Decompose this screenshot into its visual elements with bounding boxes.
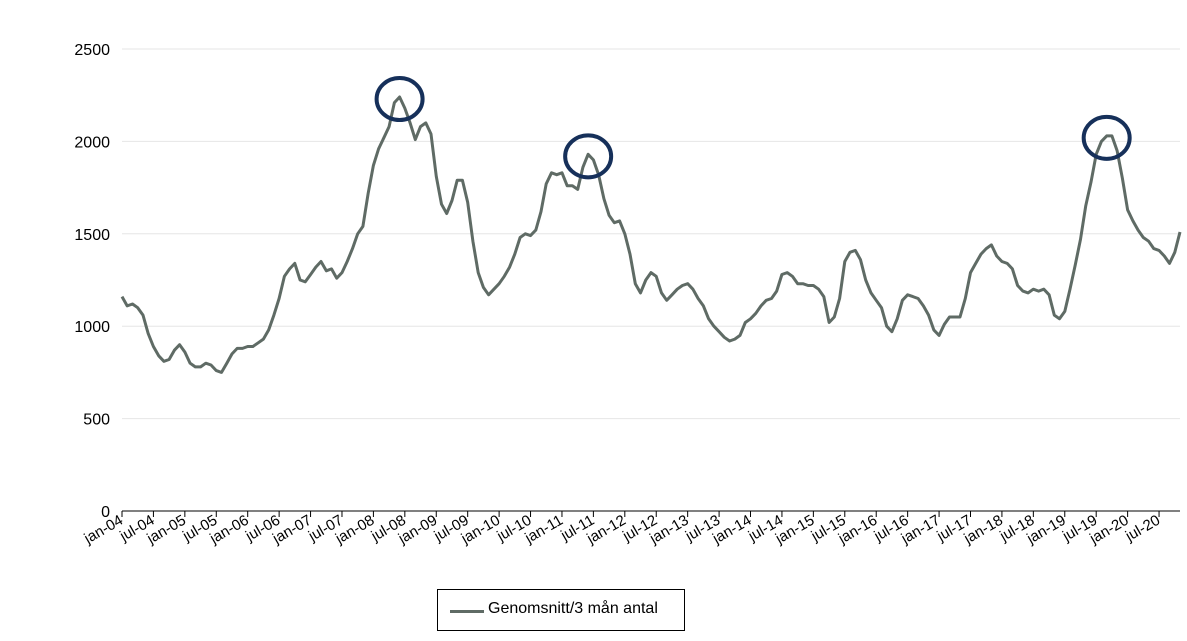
- y-tick-label: 2000: [74, 134, 110, 151]
- series-line-genomsnitt: [120, 95, 1182, 374]
- peak-highlight-circle: [563, 133, 614, 180]
- peak-highlight-circle: [374, 76, 425, 123]
- legend-label: Genomsnitt/3 mån antal: [488, 600, 658, 617]
- y-tick-label: 0: [101, 504, 110, 521]
- y-axis-tick-labels: 0 500 1000 1500 2000 2500: [74, 42, 110, 521]
- legend: Genomsnitt/3 mån antal: [437, 589, 685, 631]
- x-axis-tick-labels: jan-04jul-04jan-05jul-05jan-06jul-06jan-…: [81, 512, 1164, 548]
- legend-line-swatch: [450, 610, 484, 613]
- y-tick-label: 1500: [74, 227, 110, 244]
- y-tick-label: 500: [83, 412, 110, 429]
- gridlines: [122, 48, 1180, 420]
- peak-highlight-circle: [1081, 114, 1132, 161]
- y-tick-label: 2500: [74, 42, 110, 59]
- y-tick-label: 1000: [74, 319, 110, 336]
- x-axis-tick-marks: [121, 511, 1160, 517]
- highlighted-peak-circles: [374, 76, 1132, 180]
